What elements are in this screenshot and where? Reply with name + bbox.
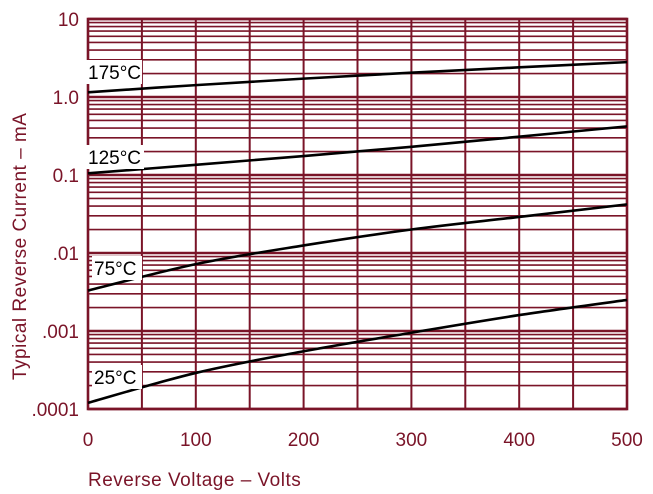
x-tick-label: 200 <box>288 430 320 451</box>
x-tick-label: 500 <box>611 430 643 451</box>
series-label: 75°C <box>94 259 136 280</box>
y-tick-label: 1.0 <box>53 88 79 109</box>
curve-label-bg <box>86 60 142 84</box>
series-label: 175°C <box>88 63 141 84</box>
x-tick-label: 0 <box>83 430 94 451</box>
series-line <box>87 203 628 292</box>
y-tick-label: 0.1 <box>53 166 79 187</box>
curve-label-bg <box>92 365 142 389</box>
plot-frame <box>86 17 629 411</box>
x-tick-label: 400 <box>503 430 535 451</box>
y-tick-label: 10 <box>58 10 79 31</box>
series-line <box>87 125 628 175</box>
curve-label-bg <box>92 256 142 280</box>
y-tick-label: .0001 <box>31 400 79 421</box>
curve-label-bg <box>86 145 144 169</box>
y-axis-label: Typical Reverse Current – mA <box>10 113 31 380</box>
x-tick-label: 300 <box>396 430 428 451</box>
curves <box>87 60 628 405</box>
x-tick-label: 100 <box>180 430 212 451</box>
curve-labels: 175°C 125°C 75°C 25°C <box>86 60 144 389</box>
x-axis-label: Reverse Voltage – Volts <box>88 470 301 491</box>
series-line <box>87 60 628 94</box>
y-tick-label: .01 <box>53 244 79 265</box>
y-tick-label: .001 <box>42 322 79 343</box>
series-label: 125°C <box>88 148 141 169</box>
series-label: 25°C <box>94 368 136 389</box>
series-line <box>87 298 628 405</box>
